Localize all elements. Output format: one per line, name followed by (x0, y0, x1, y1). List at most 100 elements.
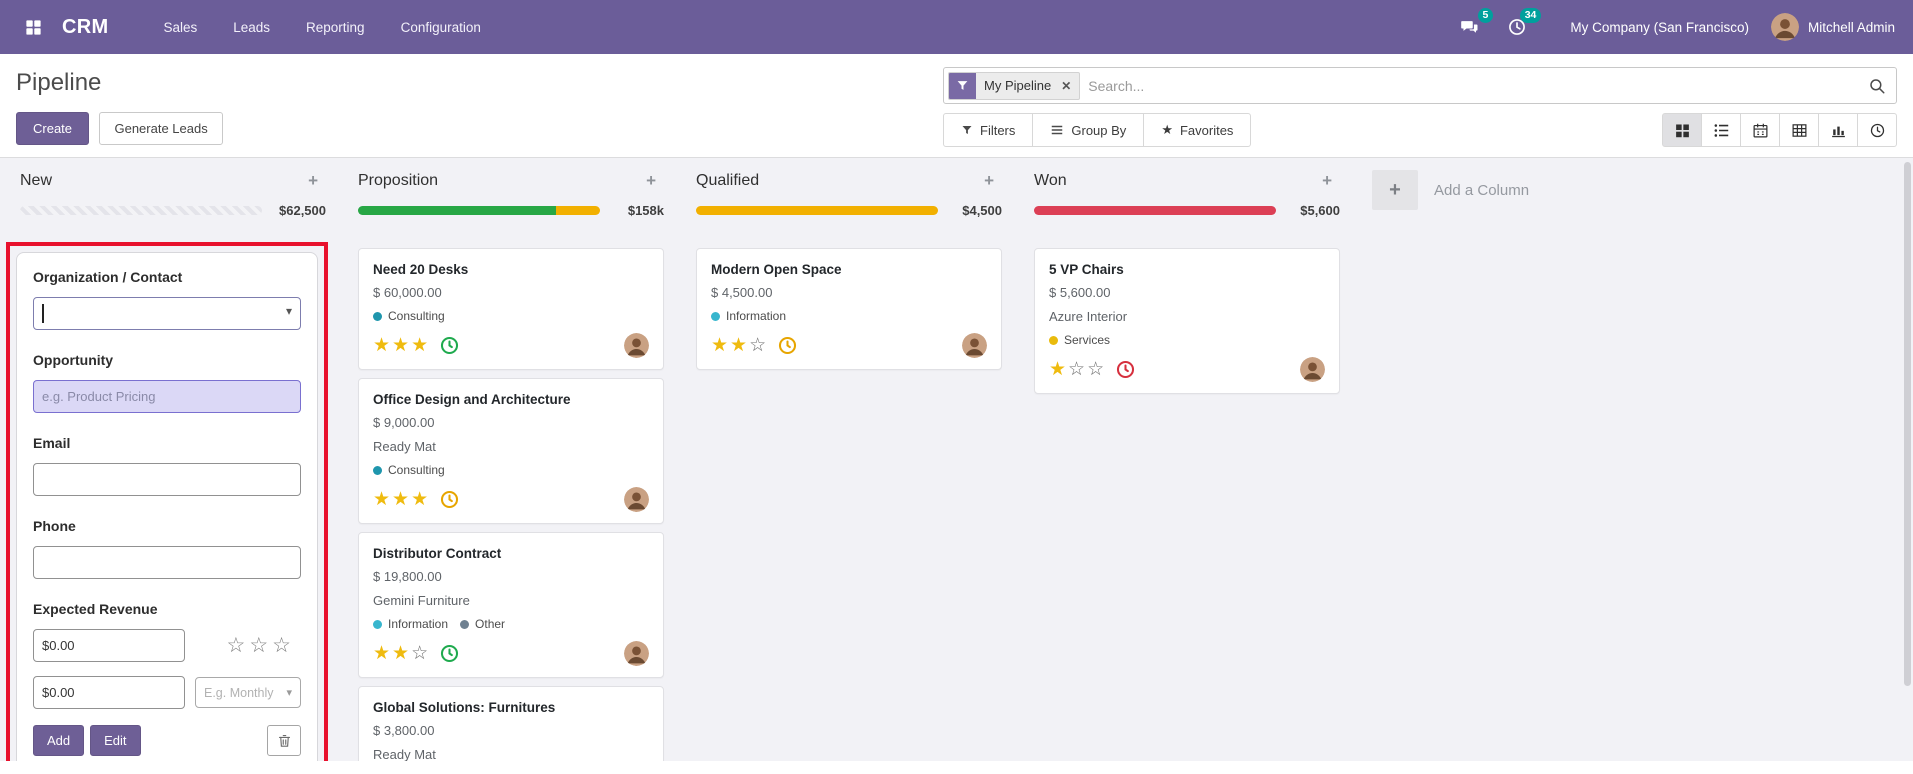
opportunity-input[interactable] (33, 380, 301, 413)
column-title-new[interactable]: New (20, 172, 53, 189)
kanban-column-won: Won + $5,600 5 VP Chairs $ 5,600.00 Azur… (1034, 168, 1340, 761)
vertical-scrollbar[interactable] (1903, 162, 1912, 757)
kanban-card[interactable]: Modern Open Space $ 4,500.00 Information… (696, 248, 1002, 370)
column-title-proposition[interactable]: Proposition (358, 172, 439, 189)
discard-button[interactable] (267, 725, 301, 756)
kanban-card[interactable]: Global Solutions: Furnitures $ 3,800.00 … (358, 686, 664, 761)
list-view-button[interactable] (1701, 113, 1741, 147)
add-column-button[interactable]: + (1372, 170, 1418, 210)
org-contact-input[interactable] (33, 297, 301, 330)
priority-stars[interactable]: ★★★ (373, 334, 431, 356)
card-tag: Consulting (373, 459, 445, 481)
menu-leads[interactable]: Leads (233, 19, 271, 35)
search-bar[interactable]: My Pipeline ✕ (943, 67, 1897, 104)
menu-configuration[interactable]: Configuration (400, 19, 481, 35)
tag-dot (460, 619, 470, 629)
salesperson-avatar[interactable] (624, 332, 649, 358)
priority-stars[interactable]: ★★☆ (711, 334, 769, 356)
kanban-board: New + $62,500 Organization / Contact ▾ (0, 157, 1913, 761)
card-tag: Consulting (373, 305, 445, 327)
column-title-qualified[interactable]: Qualified (696, 172, 760, 189)
edit-button[interactable]: Edit (90, 725, 141, 756)
search-icon[interactable] (1868, 77, 1886, 95)
apps-menu-icon[interactable] (18, 12, 48, 42)
column-progressbar[interactable] (696, 205, 938, 215)
column-title-won[interactable]: Won (1034, 172, 1067, 189)
expected-revenue-input[interactable] (33, 629, 185, 662)
messages-badge: 5 (1477, 8, 1494, 23)
activity-clock-icon[interactable] (440, 644, 459, 663)
favorites-button[interactable]: ★ Favorites (1143, 113, 1252, 147)
column-progressbar[interactable] (1034, 205, 1276, 215)
activity-clock-icon[interactable] (1116, 360, 1135, 379)
activity-view-button[interactable] (1857, 113, 1897, 147)
card-tag: Other (460, 613, 505, 635)
group-by-button[interactable]: Group By (1032, 113, 1145, 147)
priority-stars[interactable]: ☆☆☆ (226, 634, 295, 657)
filters-button[interactable]: Filters (943, 113, 1034, 147)
activities-icon[interactable]: 34 (1504, 8, 1542, 39)
salesperson-avatar[interactable] (962, 332, 987, 358)
kanban-card[interactable]: Need 20 Desks $ 60,000.00 Consulting ★★★ (358, 248, 664, 370)
kanban-card[interactable]: Distributor Contract $ 19,800.00 Gemini … (358, 532, 664, 678)
column-add-record-icon[interactable]: + (646, 171, 656, 190)
card-tag: Services (1049, 329, 1110, 351)
add-button[interactable]: Add (33, 725, 85, 756)
page-title: Pipeline (16, 69, 102, 96)
phone-label: Phone (33, 518, 76, 534)
column-add-record-icon[interactable]: + (308, 171, 318, 190)
salesperson-avatar[interactable] (624, 640, 649, 666)
salesperson-avatar[interactable] (624, 486, 649, 512)
kanban-card[interactable]: Office Design and Architecture $ 9,000.0… (358, 378, 664, 524)
card-amount: $ 19,800.00 (373, 569, 442, 584)
card-amount: $ 4,500.00 (711, 285, 773, 300)
control-panel-left: Pipeline Create Generate Leads (16, 67, 229, 147)
list-icon (1714, 123, 1728, 137)
card-title: Distributor Contract (373, 546, 502, 561)
salesperson-avatar[interactable] (1300, 356, 1325, 382)
expected-revenue-label: Expected Revenue (33, 601, 158, 617)
priority-stars[interactable]: ★★☆ (373, 642, 431, 664)
search-input[interactable] (1080, 77, 1868, 94)
menu-sales[interactable]: Sales (163, 19, 198, 35)
kanban-view-button[interactable] (1662, 113, 1702, 147)
column-amount: $62,500 (279, 202, 326, 218)
priority-stars[interactable]: ★★★ (373, 488, 431, 510)
column-add-record-icon[interactable]: + (984, 171, 994, 190)
card-title: 5 VP Chairs (1049, 262, 1124, 277)
graph-view-button[interactable] (1818, 113, 1858, 147)
app-brand[interactable]: CRM (62, 15, 109, 38)
email-input[interactable] (33, 463, 301, 496)
user-menu[interactable]: Mitchell Admin (1770, 13, 1895, 41)
column-add-record-icon[interactable]: + (1322, 171, 1332, 190)
activity-clock-icon[interactable] (778, 336, 797, 355)
card-partner: Gemini Furniture (373, 593, 470, 608)
menu-reporting[interactable]: Reporting (306, 19, 365, 35)
text-cursor (42, 304, 44, 323)
user-avatar (1770, 13, 1799, 41)
create-button[interactable]: Create (16, 112, 90, 145)
card-amount: $ 60,000.00 (373, 285, 442, 300)
pivot-view-button[interactable] (1779, 113, 1819, 147)
activity-clock-icon[interactable] (440, 490, 459, 509)
card-partner: Ready Mat (373, 747, 436, 761)
generate-leads-button[interactable]: Generate Leads (99, 112, 223, 145)
kanban-card[interactable]: 5 VP Chairs $ 5,600.00 Azure Interior Se… (1034, 248, 1340, 394)
messages-icon[interactable]: 5 (1456, 8, 1494, 39)
card-title: Modern Open Space (711, 262, 842, 277)
column-progressbar[interactable] (20, 205, 262, 215)
scrollbar-thumb[interactable] (1904, 162, 1911, 686)
recurring-plan-select[interactable]: E.g. Monthly ▾ (195, 677, 301, 708)
priority-stars[interactable]: ★☆☆ (1049, 358, 1107, 380)
add-column-label[interactable]: Add a Column (1434, 181, 1530, 199)
phone-input[interactable] (33, 546, 301, 579)
control-panel: Pipeline Create Generate Leads My Pipeli… (0, 54, 1913, 157)
activity-clock-icon[interactable] (440, 336, 459, 355)
company-switcher[interactable]: My Company (San Francisco) (1570, 19, 1749, 35)
control-panel-right: My Pipeline ✕ Filters Group By (943, 67, 1897, 147)
column-progressbar[interactable] (358, 205, 600, 215)
facet-remove-icon[interactable]: ✕ (1061, 78, 1072, 93)
recurring-revenue-input[interactable] (33, 676, 185, 709)
calendar-view-button[interactable] (1740, 113, 1780, 147)
group-by-icon (1052, 125, 1063, 135)
